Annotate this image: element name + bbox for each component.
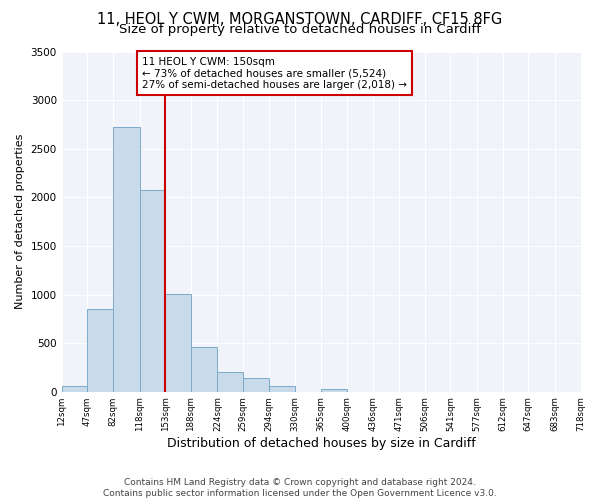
Y-axis label: Number of detached properties: Number of detached properties: [15, 134, 25, 310]
Text: Size of property relative to detached houses in Cardiff: Size of property relative to detached ho…: [119, 22, 481, 36]
Text: 11, HEOL Y CWM, MORGANSTOWN, CARDIFF, CF15 8FG: 11, HEOL Y CWM, MORGANSTOWN, CARDIFF, CF…: [97, 12, 503, 28]
Bar: [217, 372, 243, 392]
Bar: [88, 309, 113, 392]
Bar: [113, 127, 140, 392]
Bar: [140, 190, 165, 392]
Bar: [269, 386, 295, 392]
Bar: [191, 348, 217, 392]
Bar: [321, 389, 347, 392]
Bar: [165, 294, 191, 392]
Text: Contains HM Land Registry data © Crown copyright and database right 2024.
Contai: Contains HM Land Registry data © Crown c…: [103, 478, 497, 498]
Bar: [243, 378, 269, 392]
Text: 11 HEOL Y CWM: 150sqm
← 73% of detached houses are smaller (5,524)
27% of semi-d: 11 HEOL Y CWM: 150sqm ← 73% of detached …: [142, 56, 407, 90]
Bar: [62, 386, 88, 392]
X-axis label: Distribution of detached houses by size in Cardiff: Distribution of detached houses by size …: [167, 437, 475, 450]
